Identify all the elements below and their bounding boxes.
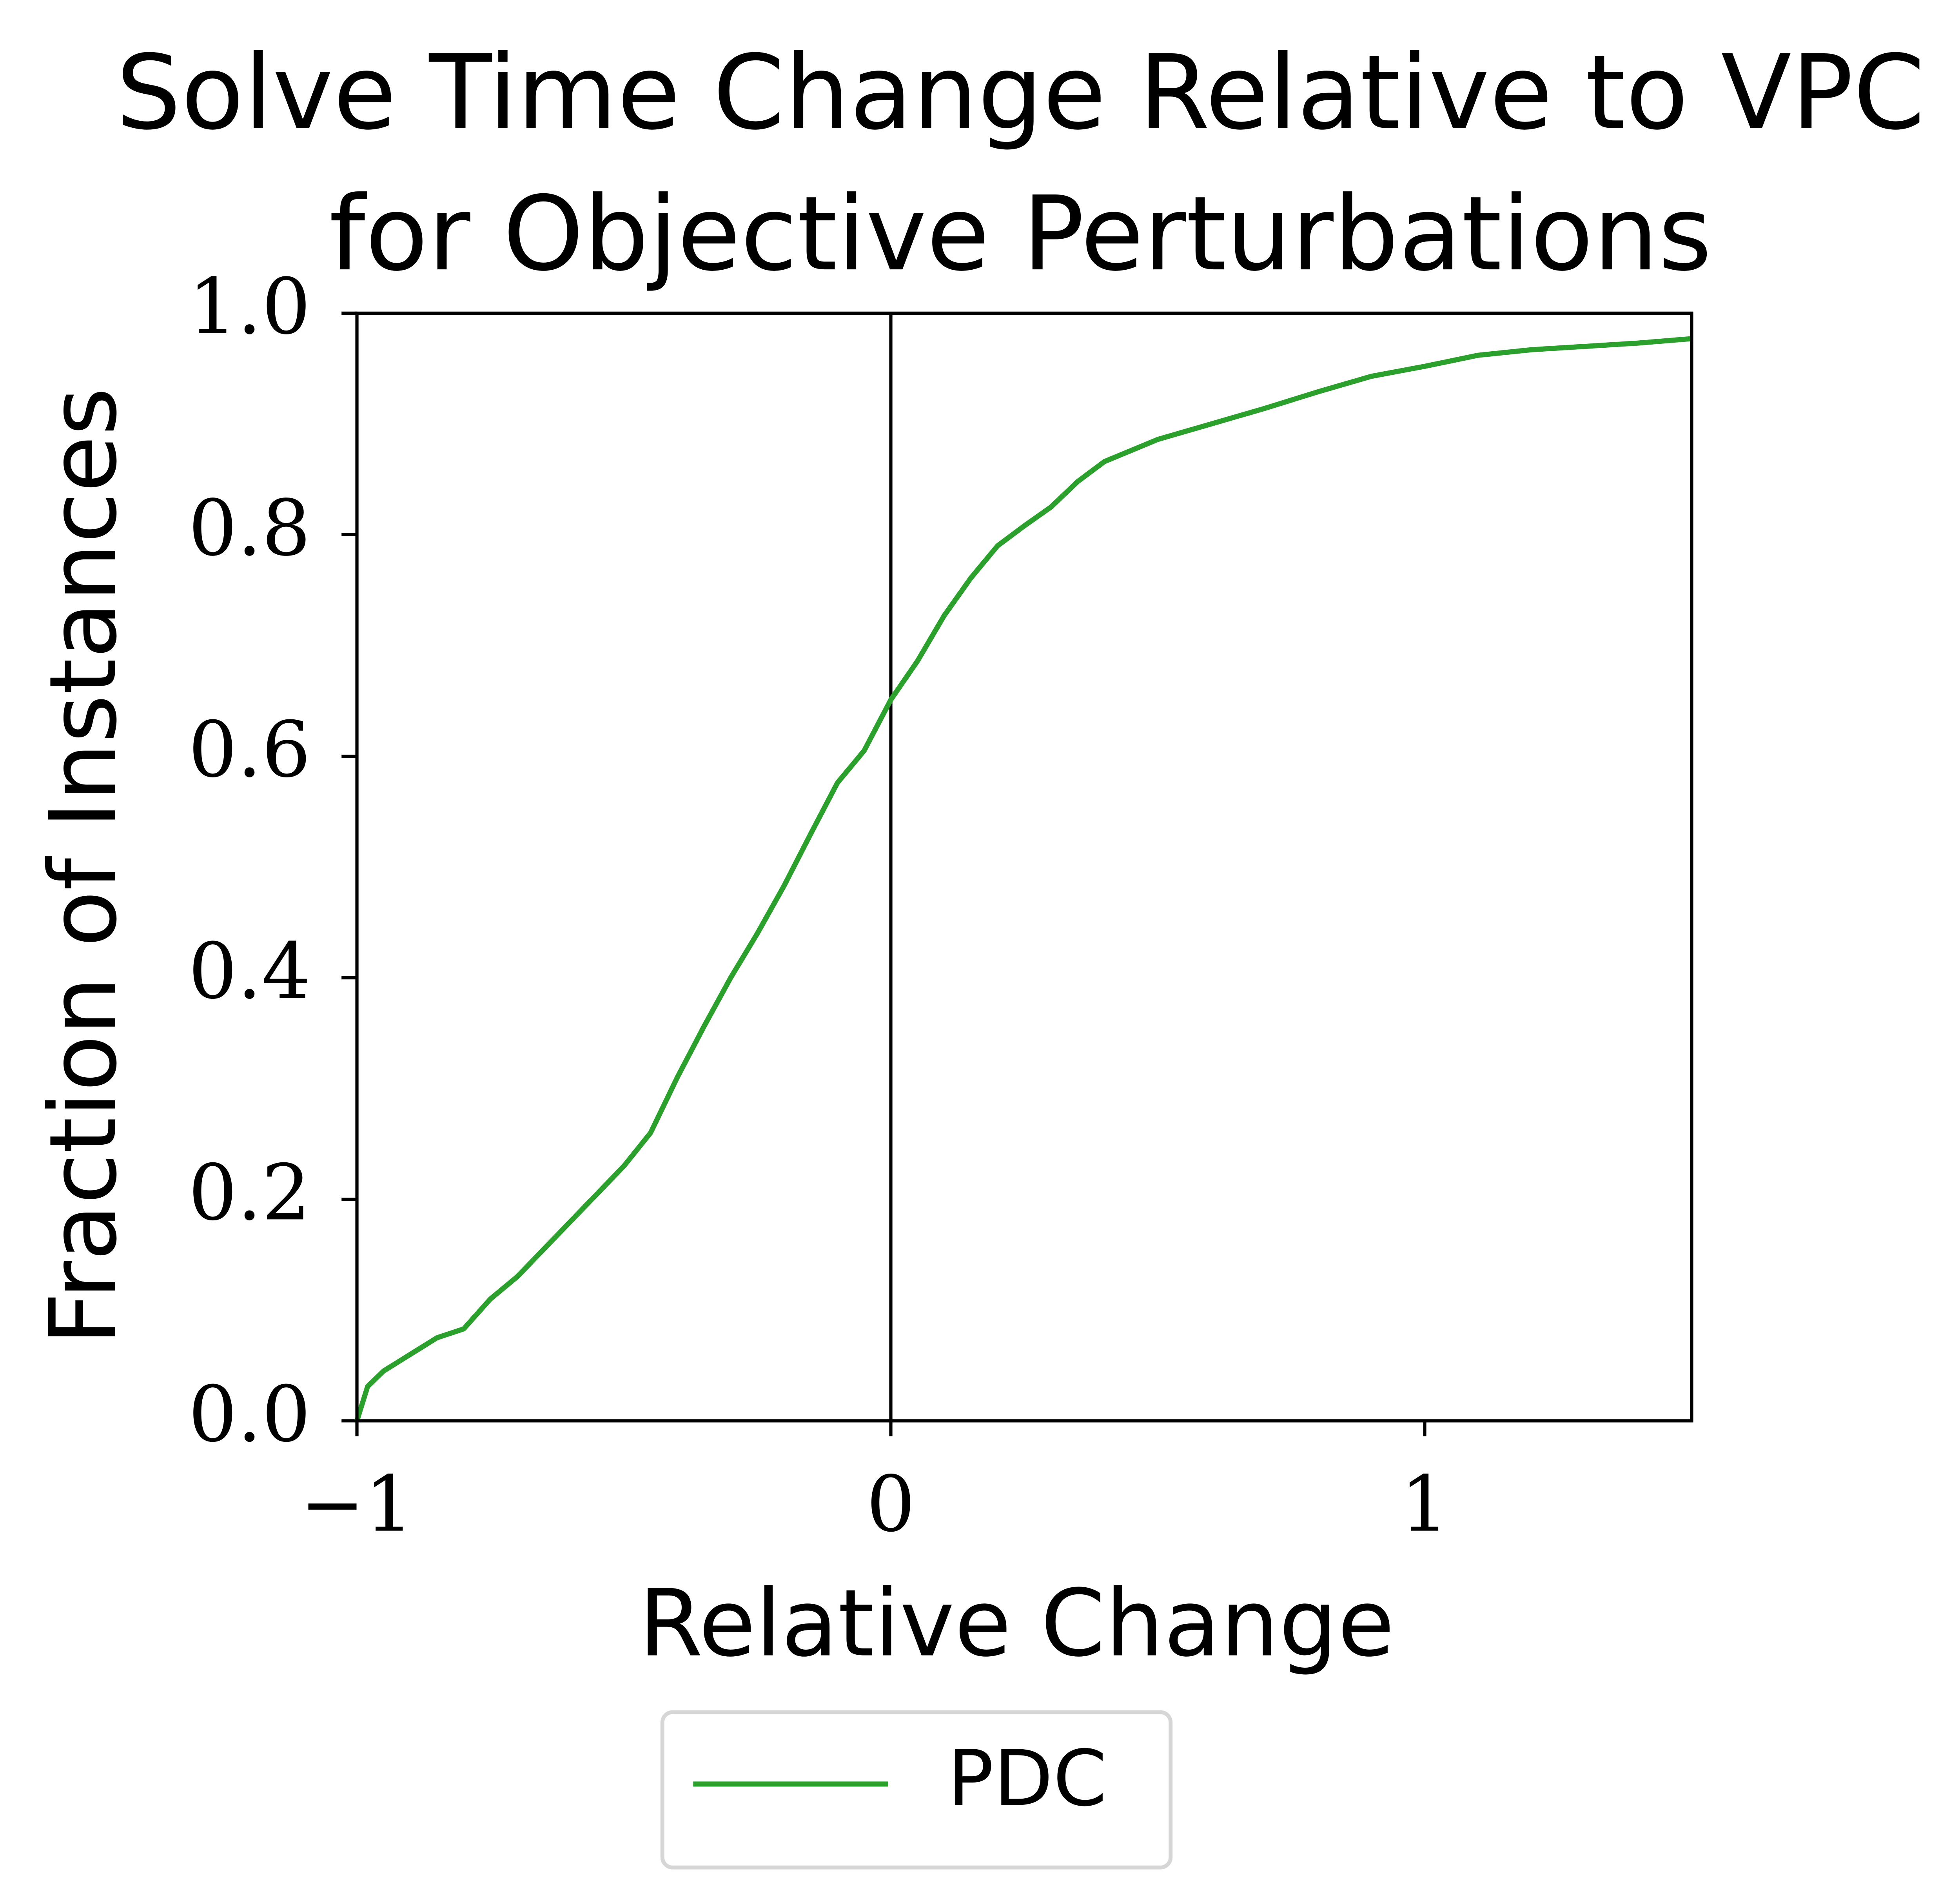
chart-subtitle: for Objective Perturbations: [329, 174, 1712, 294]
y-axis-label: Fraction of Instances: [29, 387, 137, 1345]
data-line: [354, 336, 1692, 1422]
legend-box: [660, 1710, 1173, 1870]
x-tick-label: 1: [1400, 1460, 1449, 1549]
y-tick-label: 1.0: [188, 262, 310, 352]
y-tick-label: 0.2: [188, 1148, 310, 1238]
x-axis-label: Relative Change: [639, 1569, 1394, 1677]
x-tick-label: 0: [866, 1460, 915, 1549]
y-tick-label: 0.4: [188, 927, 310, 1016]
legend-label: PDC: [947, 1734, 1107, 1824]
y-tick-label: 0.8: [188, 484, 310, 573]
chart-title: Solve Time Change Relative to VPC: [116, 33, 1925, 152]
plot-frame: [355, 311, 1693, 1423]
y-tick-label: 0.6: [188, 705, 310, 795]
x-tick-label: −1: [300, 1460, 414, 1549]
y-tick-label: 0.0: [188, 1370, 310, 1459]
